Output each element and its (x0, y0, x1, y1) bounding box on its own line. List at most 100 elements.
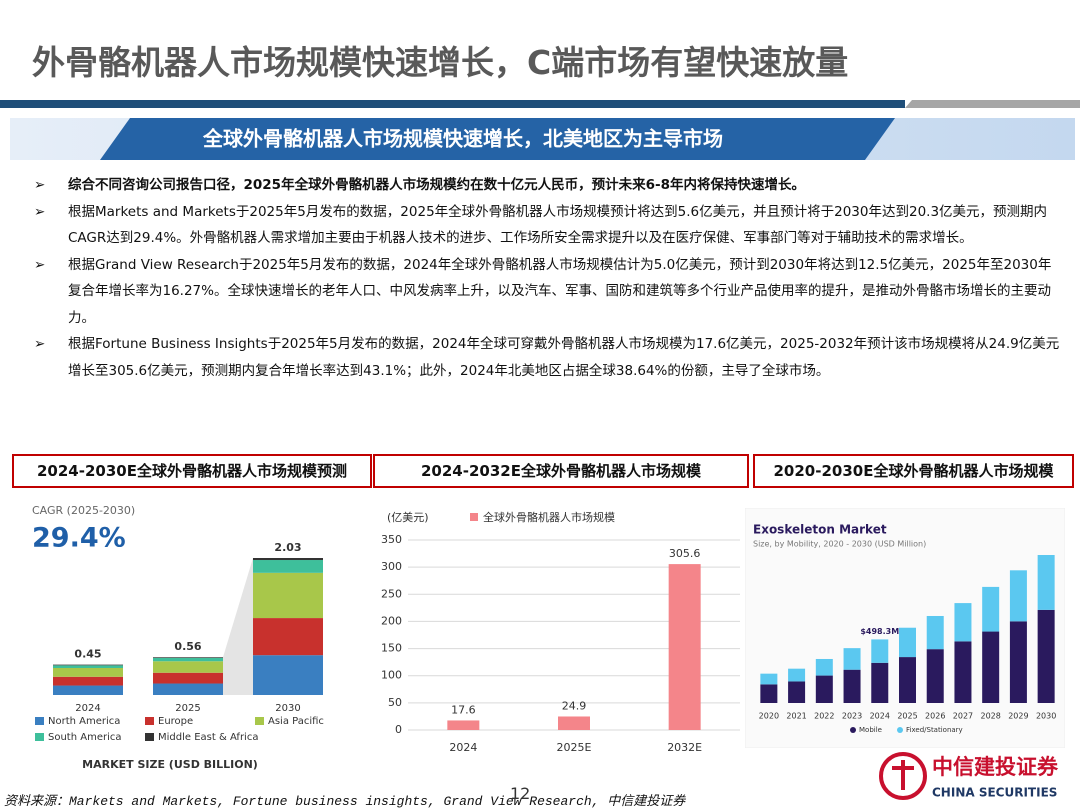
legend-swatch (145, 733, 154, 741)
x-tick-label: 2030 (275, 703, 300, 714)
legend-swatch (470, 513, 478, 521)
x-tick-label: 2029 (1008, 712, 1028, 721)
slide-title: 外骨骼机器人市场规模快速增长，C端市场有望快速放量 (32, 43, 849, 82)
y-tick-label: 300 (381, 560, 402, 573)
legend-label: North America (48, 716, 120, 727)
bar-segment (153, 661, 223, 673)
x-tick-label: 2027 (953, 712, 973, 721)
chart: Exoskeleton Market Size, by Mobility, 202… (745, 508, 1065, 748)
bar-segment (1009, 570, 1027, 622)
x-tick-label: 2022 (814, 712, 834, 721)
value-label: 305.6 (669, 547, 701, 560)
x-tick-label: 2021 (786, 712, 806, 721)
bar-segment (760, 673, 778, 685)
page-number: 12 (510, 784, 531, 803)
legend-swatch (35, 733, 44, 741)
y-tick-label: 150 (381, 642, 402, 655)
panel-title: 2020-2030E全球外骨骼机器人市场规模 (753, 454, 1074, 488)
total-label: 0.56 (174, 640, 201, 653)
bar-segment (926, 649, 944, 703)
bar-segment (1037, 609, 1055, 703)
bar-segment (871, 662, 889, 703)
panel-title: 2024-2030E全球外骨骼机器人市场规模预测 (12, 454, 372, 488)
x-tick-label: 2025 (175, 703, 200, 714)
title-stripe (0, 100, 1080, 108)
y-tick-label: 50 (388, 696, 402, 709)
y-tick-label: 100 (381, 669, 402, 682)
y-tick-label: 350 (381, 533, 402, 546)
banner-text: 全球外骨骼机器人市场规模快速增长，北美地区为主导市场 (202, 127, 723, 151)
bar-segment (1009, 621, 1027, 703)
chart: CAGR (2025-2030) 29.4% 2024 0.45 2025 0.56 203… (32, 504, 324, 771)
banner: 全球外骨骼机器人市场规模快速增长，北美地区为主导市场 (10, 118, 1075, 160)
legend-swatch (145, 717, 154, 725)
legend-swatch (897, 727, 903, 733)
bar-segment (53, 668, 123, 677)
chart-subtitle: Size, by Mobility, 2020 - 2030 (USD Mill… (753, 540, 926, 549)
bar-segment (871, 639, 889, 663)
bar-segment (1037, 555, 1055, 610)
bullet: 根据Grand View Research于2025年5月发布的数据，2024年… (32, 252, 1062, 332)
legend-label: Middle East & Africa (158, 732, 258, 743)
bar-segment (253, 655, 323, 695)
total-label: 0.45 (74, 648, 101, 661)
x-tick-label: 2028 (981, 712, 1001, 721)
legend-swatch (850, 727, 856, 733)
bar-segment (899, 657, 916, 703)
bar-segment (788, 668, 806, 682)
y-tick-label: 250 (381, 587, 402, 600)
bullet: 根据Fortune Business Insights于2025年5月发布的数据… (32, 331, 1062, 384)
chart-title: Exoskeleton Market (753, 523, 887, 537)
bar-segment (153, 683, 223, 695)
bar-segment (153, 657, 223, 658)
x-tick-label: 2024 (75, 703, 100, 714)
total-label: 2.03 (274, 541, 301, 554)
bar-segment (253, 618, 323, 656)
bar-segment (153, 672, 223, 684)
bar-segment (788, 681, 806, 703)
bar (668, 564, 701, 730)
legend-label: South America (48, 732, 122, 743)
x-tick-label: 2025E (557, 741, 592, 754)
value-label: 24.9 (562, 699, 587, 712)
y-axis-label: (亿美元) (387, 511, 429, 524)
x-tick-label: 2023 (842, 712, 862, 721)
chart: 0 50 100 150 200 250 300 350 (亿美元) 全球外骨骼机器人市场规模 17… (381, 510, 740, 754)
bar-segment (926, 615, 944, 650)
y-tick-label: 200 (381, 614, 402, 627)
logo: 中信建投证券 CHINA SECURITIES (879, 752, 1059, 800)
value-label: 17.6 (451, 703, 476, 716)
bar-segment (253, 560, 323, 573)
source-note: 资料来源：Markets and Markets, Fortune busine… (4, 794, 686, 809)
funnel (223, 558, 253, 695)
x-tick-label: 2024 (449, 741, 477, 754)
bar-segment (843, 648, 861, 670)
cagr-label: CAGR (2025-2030) (32, 504, 135, 517)
bar-segment (815, 658, 833, 676)
bar-segment (982, 586, 1000, 632)
bar-segment (982, 631, 1000, 703)
bullet: 根据Markets and Markets于2025年5月发布的数据，2025年… (32, 199, 1062, 252)
x-tick-label: 2026 (925, 712, 945, 721)
legend-label: Mobile (859, 726, 882, 734)
bar-segment (760, 684, 778, 703)
bar (447, 720, 480, 730)
x-tick-label: 2024 (870, 712, 890, 721)
legend-label: Asia Pacific (268, 716, 324, 727)
bullet: 综合不同咨询公司报告口径，2025年全球外骨骼机器人市场规模约在数十亿元人民币，… (32, 172, 1062, 199)
bar (558, 716, 590, 730)
x-axis-label: MARKET SIZE (USD BILLION) (82, 758, 258, 771)
bullet-list: 综合不同咨询公司报告口径，2025年全球外骨骼机器人市场规模约在数十亿元人民币，… (32, 172, 1062, 384)
bar-segment (843, 669, 861, 703)
logo-name: 中信建投证券 (932, 755, 1059, 779)
bar-segment (954, 603, 972, 642)
x-tick-label: 2030 (1036, 712, 1056, 721)
bar-segment (253, 572, 323, 619)
bar-segment (253, 558, 323, 561)
x-tick-label: 2020 (759, 712, 779, 721)
bar-segment (815, 675, 833, 703)
bar-segment (153, 657, 223, 662)
legend-swatch (255, 717, 264, 725)
bar-segment (53, 685, 123, 695)
logo-english: CHINA SECURITIES (932, 786, 1057, 800)
